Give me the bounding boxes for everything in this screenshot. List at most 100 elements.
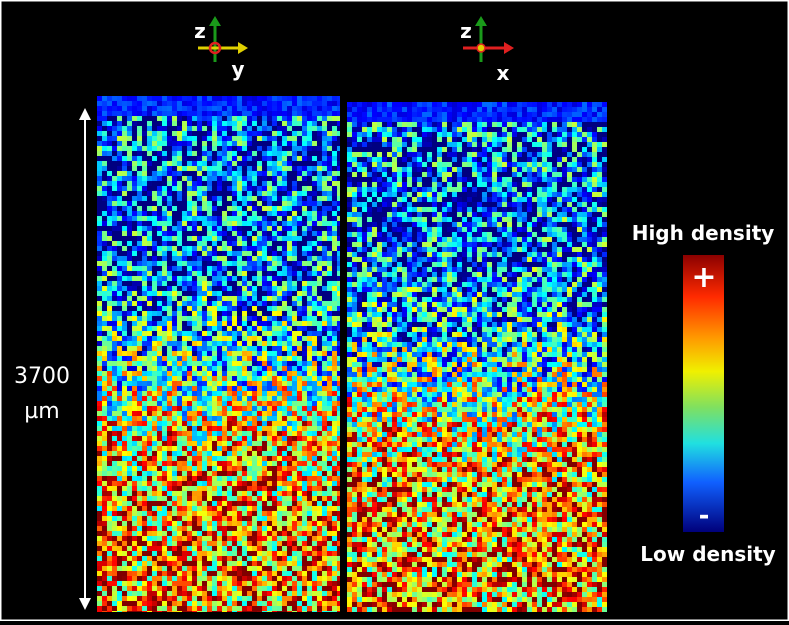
density-cell [312, 436, 317, 441]
density-cell [182, 576, 187, 581]
density-cell [202, 581, 207, 586]
density-cell [187, 371, 192, 376]
density-cell [332, 201, 337, 206]
density-cell [157, 456, 162, 461]
density-cell [312, 596, 317, 601]
density-cell [302, 201, 307, 206]
density-cell [107, 286, 112, 291]
density-cell [227, 601, 232, 606]
density-cell [247, 426, 252, 431]
density-cell [177, 296, 182, 301]
density-cell [237, 476, 242, 481]
density-cell [97, 351, 102, 356]
density-cell [127, 306, 132, 311]
density-cell [257, 326, 262, 331]
density-cell [147, 491, 152, 496]
density-cell [272, 561, 277, 566]
density-cell [102, 441, 107, 446]
density-cell [147, 511, 152, 516]
density-cell [102, 286, 107, 291]
density-cell [112, 536, 117, 541]
density-cell [112, 161, 117, 166]
density-cell [137, 456, 142, 461]
density-cell [312, 226, 317, 231]
density-cell [152, 491, 157, 496]
density-cell [107, 531, 112, 536]
density-cell [272, 576, 277, 581]
density-cell [312, 161, 317, 166]
density-cell [127, 226, 132, 231]
density-cell [257, 461, 262, 466]
density-cell [137, 131, 142, 136]
density-cell [182, 296, 187, 301]
density-cell [197, 341, 202, 346]
density-cell [107, 501, 112, 506]
density-cell [267, 261, 272, 266]
density-cell [207, 206, 212, 211]
density-cell [327, 106, 332, 111]
density-cell [302, 266, 307, 271]
density-cell [97, 161, 102, 166]
density-cell [127, 446, 132, 451]
density-cell [282, 111, 287, 116]
density-cell [267, 186, 272, 191]
density-cell [102, 96, 107, 101]
density-cell [197, 191, 202, 196]
density-cell [132, 316, 137, 321]
density-cell [127, 181, 132, 186]
density-cell [112, 106, 117, 111]
density-cell [117, 276, 122, 281]
density-cell [212, 366, 217, 371]
density-cell [122, 136, 127, 141]
density-cell [232, 596, 237, 601]
density-cell [237, 401, 242, 406]
density-cell [107, 276, 112, 281]
density-cell [327, 386, 332, 391]
density-cell [282, 586, 287, 591]
density-cell [312, 461, 317, 466]
density-cell [257, 476, 262, 481]
density-cell [247, 456, 252, 461]
density-cell [337, 221, 340, 226]
density-cell [277, 571, 282, 576]
density-cell [122, 111, 127, 116]
density-cell [307, 371, 312, 376]
density-cell [227, 591, 232, 596]
density-cell [297, 136, 302, 141]
density-cell [97, 461, 102, 466]
density-cell [202, 101, 207, 106]
density-cell [217, 156, 222, 161]
density-cell [292, 491, 297, 496]
density-cell [332, 231, 337, 236]
density-cell [172, 141, 177, 146]
density-cell [257, 241, 262, 246]
density-cell [182, 501, 187, 506]
density-cell [327, 286, 332, 291]
density-cell [247, 266, 252, 271]
density-cell [312, 351, 317, 356]
density-cell [312, 236, 317, 241]
density-cell [162, 391, 167, 396]
density-cell [207, 556, 212, 561]
density-cell [117, 596, 122, 601]
density-cell [332, 456, 337, 461]
density-cell [147, 201, 152, 206]
density-cell [222, 366, 227, 371]
density-cell [167, 341, 172, 346]
density-cell [292, 301, 297, 306]
density-cell [312, 166, 317, 171]
density-cell [192, 216, 197, 221]
density-cell [132, 526, 137, 531]
density-cell [287, 491, 292, 496]
density-cell [147, 341, 152, 346]
density-cell [197, 226, 202, 231]
density-cell [292, 136, 297, 141]
density-cell [242, 236, 247, 241]
density-cell [197, 231, 202, 236]
density-cell [272, 546, 277, 551]
density-cell [112, 386, 117, 391]
density-cell [187, 106, 192, 111]
density-cell [137, 136, 142, 141]
density-cell [117, 271, 122, 276]
density-cell [282, 396, 287, 401]
